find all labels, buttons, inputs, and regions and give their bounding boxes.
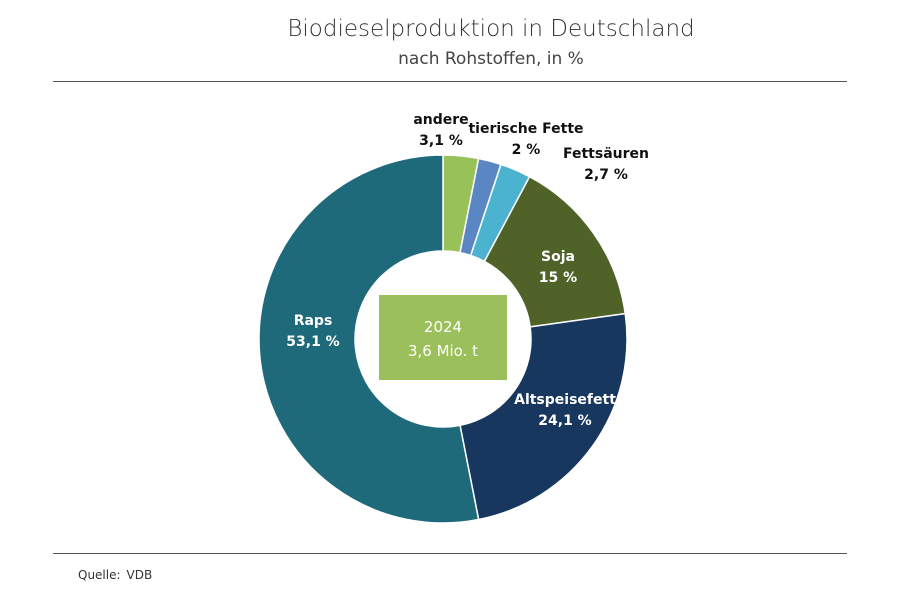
label-name-tierische-fette: tierische Fette: [468, 121, 583, 137]
top-divider: [53, 81, 847, 82]
label-value-raps: 53,1 %: [286, 334, 339, 350]
label-name-altspeisefett: Altspeisefett: [514, 392, 616, 408]
label-andere: andere 3,1 %: [413, 112, 468, 149]
source-label: Quelle:: [78, 568, 121, 582]
source-note: Quelle: VDB: [78, 568, 152, 582]
label-value-andere: 3,1 %: [419, 133, 463, 149]
slice-altspeisefett: [459, 312, 628, 521]
source-value: VDB: [126, 568, 153, 582]
slice-soja: [483, 175, 627, 328]
label-name-fettsaeuren: Fettsäuren: [563, 146, 649, 162]
label-value-altspeisefett: 24,1 %: [538, 413, 591, 429]
label-name-raps: Raps: [294, 313, 333, 329]
label-tierische-fette: tierische Fette 2 %: [468, 121, 583, 158]
chart-subtitle: nach Rohstoffen, in %: [398, 49, 584, 69]
bottom-divider: [53, 553, 847, 554]
label-fettsaeuren: Fettsäuren 2,7 %: [563, 146, 649, 183]
label-altspeisefett: Altspeisefett 24,1 %: [514, 392, 616, 429]
center-box: [379, 295, 507, 380]
label-soja: Soja 15 %: [539, 249, 577, 286]
label-name-andere: andere: [413, 112, 468, 128]
chart-title: Biodieselproduktion in Deutschland: [287, 16, 695, 42]
label-value-soja: 15 %: [539, 270, 577, 286]
center-total: 3,6 Mio. t: [408, 342, 478, 360]
slice-raps: [258, 154, 480, 524]
center-year: 2024: [424, 318, 462, 336]
label-name-soja: Soja: [541, 249, 575, 265]
label-value-fettsaeuren: 2,7 %: [584, 167, 628, 183]
label-raps: Raps 53,1 %: [286, 313, 339, 350]
label-value-tierische-fette: 2 %: [512, 142, 541, 158]
